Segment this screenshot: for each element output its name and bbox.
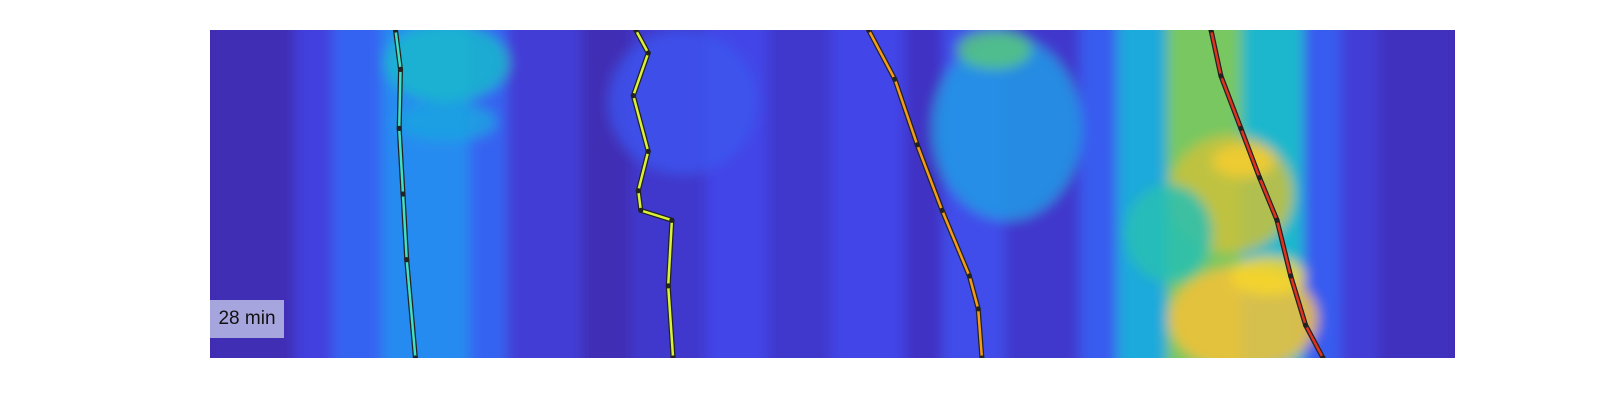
track-point-2 bbox=[645, 148, 651, 154]
track-point-2 bbox=[633, 30, 639, 33]
track-point-1 bbox=[397, 66, 404, 72]
track-point-4 bbox=[1288, 273, 1294, 279]
track-point-4 bbox=[1303, 322, 1309, 328]
track-point-3 bbox=[866, 30, 872, 33]
track-point-2 bbox=[638, 207, 644, 213]
track-point-4 bbox=[1208, 30, 1214, 33]
heat-hotspot bbox=[1212, 144, 1275, 178]
heat-column bbox=[1079, 30, 1121, 358]
heat-blur-group bbox=[210, 30, 1455, 358]
heat-layer bbox=[210, 30, 1455, 358]
track-point-3 bbox=[966, 273, 973, 279]
heat-column bbox=[830, 30, 910, 358]
track-point-3 bbox=[892, 76, 898, 82]
track-point-2 bbox=[669, 217, 675, 223]
track-point-2 bbox=[670, 355, 676, 358]
time-label: 28 min bbox=[210, 300, 284, 338]
track-point-1 bbox=[392, 30, 399, 33]
track-point-2 bbox=[630, 93, 636, 99]
heat-column bbox=[1378, 30, 1455, 358]
heat-column bbox=[768, 30, 835, 358]
heat-column bbox=[295, 30, 337, 358]
track-point-3 bbox=[979, 355, 985, 358]
track-point-1 bbox=[400, 191, 406, 197]
track-point-3 bbox=[914, 142, 920, 148]
heat-column bbox=[1340, 30, 1383, 358]
track-point-3 bbox=[975, 306, 981, 312]
track-point-4 bbox=[1218, 73, 1224, 79]
track-point-4 bbox=[1238, 125, 1244, 131]
track-point-4 bbox=[1320, 355, 1326, 358]
track-point-4 bbox=[1274, 217, 1280, 223]
track-point-2 bbox=[635, 188, 641, 194]
track-point-2 bbox=[665, 283, 671, 289]
track-point-1 bbox=[404, 257, 410, 263]
heat-column bbox=[332, 30, 387, 358]
track-line-1 bbox=[394, 30, 417, 358]
tracks-layer bbox=[392, 30, 1326, 358]
track-point-1 bbox=[412, 355, 419, 358]
heat-column bbox=[506, 30, 586, 358]
heat-hotspot bbox=[1125, 184, 1213, 283]
track-point-2 bbox=[645, 50, 651, 56]
heat-hotspot bbox=[384, 30, 509, 103]
heat-hotspot bbox=[957, 30, 1032, 70]
track-point-3 bbox=[939, 207, 945, 213]
heat-column bbox=[905, 30, 947, 358]
heat-hotspot bbox=[396, 102, 497, 142]
track-line-4 bbox=[1209, 30, 1325, 358]
track-point-1 bbox=[396, 125, 402, 131]
track-point-4 bbox=[1256, 175, 1263, 181]
heat-hotspot bbox=[608, 30, 758, 175]
heat-hotspot bbox=[932, 36, 1082, 221]
